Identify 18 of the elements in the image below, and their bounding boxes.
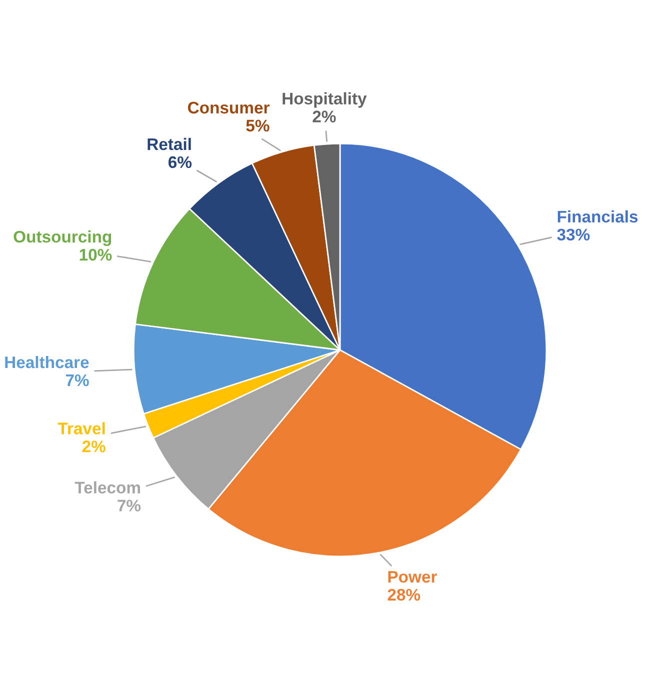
data-label: 7%	[118, 500, 141, 512]
data-label: 33%	[557, 228, 590, 241]
data-label: 28%	[388, 588, 420, 601]
slice-label: Financials	[558, 210, 638, 223]
slice-label: Telecom	[74, 481, 140, 494]
data-label: 10%	[80, 248, 112, 261]
data-label: 5%	[246, 120, 270, 132]
data-label: 6%	[168, 156, 192, 168]
slice-label: Retail	[148, 138, 191, 150]
slice-label: Consumer	[188, 102, 270, 114]
slice-label: Outsourcing	[14, 230, 112, 246]
data-label: 2%	[312, 110, 336, 122]
slice-label: Healthcare	[5, 356, 89, 368]
data-label: 2%	[82, 440, 106, 452]
data-label: 7%	[66, 374, 89, 386]
slice-label: Hospitality	[282, 92, 367, 108]
slice-label: Power	[388, 571, 437, 583]
slice-label: Travel	[58, 422, 105, 434]
